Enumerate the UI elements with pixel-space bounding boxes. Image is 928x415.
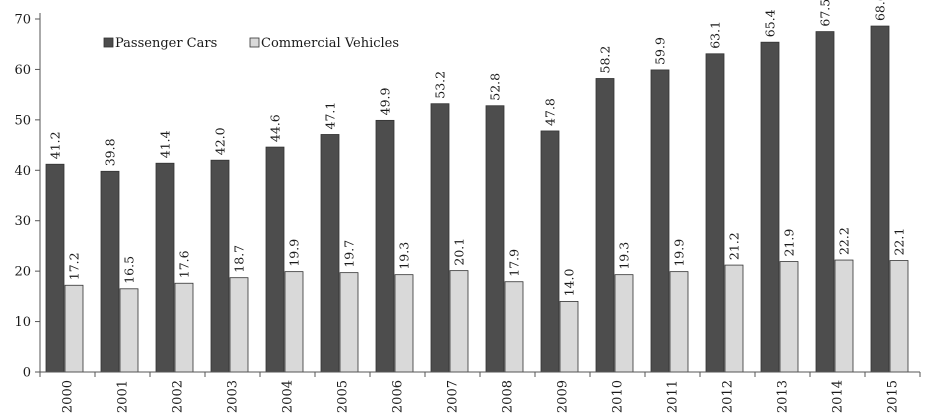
value-label-commercial-vehicles: 17.6 xyxy=(177,250,192,278)
value-label-passenger-cars: 52.8 xyxy=(488,73,503,101)
bar-passenger-cars xyxy=(210,159,230,373)
value-label-commercial-vehicles: 21.9 xyxy=(782,229,797,257)
bar-commercial-vehicles xyxy=(119,288,139,373)
value-label-commercial-vehicles: 20.1 xyxy=(452,238,467,266)
bar-passenger-cars xyxy=(100,170,120,373)
x-tick-label: 2011 xyxy=(666,380,681,413)
value-label-passenger-cars: 68.6 xyxy=(873,0,888,21)
bar-passenger-cars xyxy=(815,31,835,373)
bar-passenger-cars xyxy=(265,146,285,373)
value-label-passenger-cars: 58.2 xyxy=(598,46,613,74)
bar-commercial-vehicles xyxy=(669,271,689,373)
x-tick-label: 2014 xyxy=(831,380,846,413)
bar-passenger-cars xyxy=(870,25,890,373)
x-tick-label: 2005 xyxy=(336,380,351,413)
x-tick-label: 2007 xyxy=(446,380,461,413)
x-tick-label: 2008 xyxy=(501,380,516,413)
y-tick-label: 50 xyxy=(14,113,31,128)
y-tick-label: 40 xyxy=(14,164,31,179)
bar-commercial-vehicles xyxy=(614,274,634,373)
value-label-commercial-vehicles: 14.0 xyxy=(562,269,577,297)
bar-commercial-vehicles xyxy=(889,260,909,373)
value-label-commercial-vehicles: 21.2 xyxy=(727,232,742,260)
value-label-passenger-cars: 39.8 xyxy=(103,138,118,166)
legend-swatch-commercial-vehicles xyxy=(249,37,260,48)
bar-passenger-cars xyxy=(45,163,65,373)
bar-commercial-vehicles xyxy=(64,284,84,373)
bar-series-group xyxy=(45,25,909,373)
value-label-commercial-vehicles: 22.2 xyxy=(837,227,852,255)
value-label-passenger-cars: 63.1 xyxy=(708,21,723,49)
bar-passenger-cars xyxy=(375,119,395,373)
value-label-passenger-cars: 42.0 xyxy=(213,127,228,155)
value-label-passenger-cars: 53.2 xyxy=(433,71,448,99)
x-tick-label: 2012 xyxy=(721,380,736,413)
bar-passenger-cars xyxy=(430,103,450,373)
bar-passenger-cars xyxy=(760,41,780,373)
value-label-commercial-vehicles: 19.3 xyxy=(397,242,412,270)
value-label-commercial-vehicles: 17.9 xyxy=(507,249,522,277)
value-label-commercial-vehicles: 19.3 xyxy=(617,242,632,270)
bar-commercial-vehicles xyxy=(449,270,469,373)
bar-commercial-vehicles xyxy=(339,272,359,373)
bar-commercial-vehicles xyxy=(174,282,194,373)
value-label-commercial-vehicles: 16.5 xyxy=(122,256,137,284)
value-label-passenger-cars: 59.9 xyxy=(653,37,668,65)
bar-commercial-vehicles xyxy=(504,281,524,373)
y-tick-label: 60 xyxy=(14,63,31,78)
legend-label-passenger-cars: Passenger Cars xyxy=(115,36,217,51)
value-label-commercial-vehicles: 19.9 xyxy=(672,239,687,267)
x-tick-label: 2013 xyxy=(776,380,791,413)
y-tick-label: 10 xyxy=(14,315,31,330)
x-tick-label: 2006 xyxy=(391,380,406,413)
value-label-passenger-cars: 44.6 xyxy=(268,114,283,142)
bar-commercial-vehicles xyxy=(284,271,304,373)
bar-passenger-cars xyxy=(540,130,560,373)
legend-swatch-passenger-cars xyxy=(103,37,114,48)
x-tick-label: 2003 xyxy=(226,380,241,413)
x-tick-label: 2001 xyxy=(116,380,131,413)
value-label-commercial-vehicles: 18.7 xyxy=(232,245,247,273)
bar-commercial-vehicles xyxy=(834,259,854,373)
x-tick-label: 2009 xyxy=(556,380,571,413)
value-label-passenger-cars: 49.9 xyxy=(378,87,393,115)
y-tick-label: 70 xyxy=(14,13,31,28)
y-axis: 0 10 20 30 40 50 60 70 xyxy=(14,13,41,381)
value-label-passenger-cars: 65.4 xyxy=(763,9,778,37)
bar-passenger-cars xyxy=(650,69,670,373)
value-label-commercial-vehicles: 22.1 xyxy=(892,228,907,256)
bar-commercial-vehicles xyxy=(724,264,744,373)
value-label-passenger-cars: 41.2 xyxy=(48,131,63,159)
bar-commercial-vehicles xyxy=(559,300,579,373)
legend: Passenger Cars Commercial Vehicles xyxy=(103,36,399,51)
value-label-passenger-cars: 41.4 xyxy=(158,130,173,158)
value-label-passenger-cars: 67.5 xyxy=(818,0,833,27)
value-label-passenger-cars: 47.8 xyxy=(543,98,558,126)
bar-passenger-cars xyxy=(155,162,175,373)
x-axis: 2000 2001 2002 2003 2004 2005 2006 2007 2008 2009… xyxy=(39,371,921,413)
bar-passenger-cars xyxy=(320,134,340,373)
x-tick-label: 2000 xyxy=(61,380,76,413)
value-label-passenger-cars: 47.1 xyxy=(323,102,338,130)
x-tick-label: 2004 xyxy=(281,380,296,413)
value-label-commercial-vehicles: 19.7 xyxy=(342,240,357,268)
y-tick-label: 20 xyxy=(14,265,31,280)
x-tick-label: 2015 xyxy=(886,380,901,413)
x-tick-label: 2010 xyxy=(611,380,626,413)
bar-passenger-cars xyxy=(595,78,615,373)
y-tick-label: 30 xyxy=(14,214,31,229)
value-label-commercial-vehicles: 17.2 xyxy=(67,252,82,280)
value-label-commercial-vehicles: 19.9 xyxy=(287,239,302,267)
bar-commercial-vehicles xyxy=(394,274,414,373)
bar-commercial-vehicles xyxy=(229,277,249,373)
legend-label-commercial-vehicles: Commercial Vehicles xyxy=(261,36,399,51)
bar-passenger-cars xyxy=(705,53,725,373)
bar-commercial-vehicles xyxy=(779,261,799,373)
value-labels-group: 41.2 39.8 41.4 42.0 44.6 47.1 49.9 53.2 52.8 47.8… xyxy=(48,0,907,296)
bar-passenger-cars xyxy=(485,105,505,373)
x-tick-label: 2002 xyxy=(171,380,186,413)
y-tick-label: 0 xyxy=(23,366,31,381)
